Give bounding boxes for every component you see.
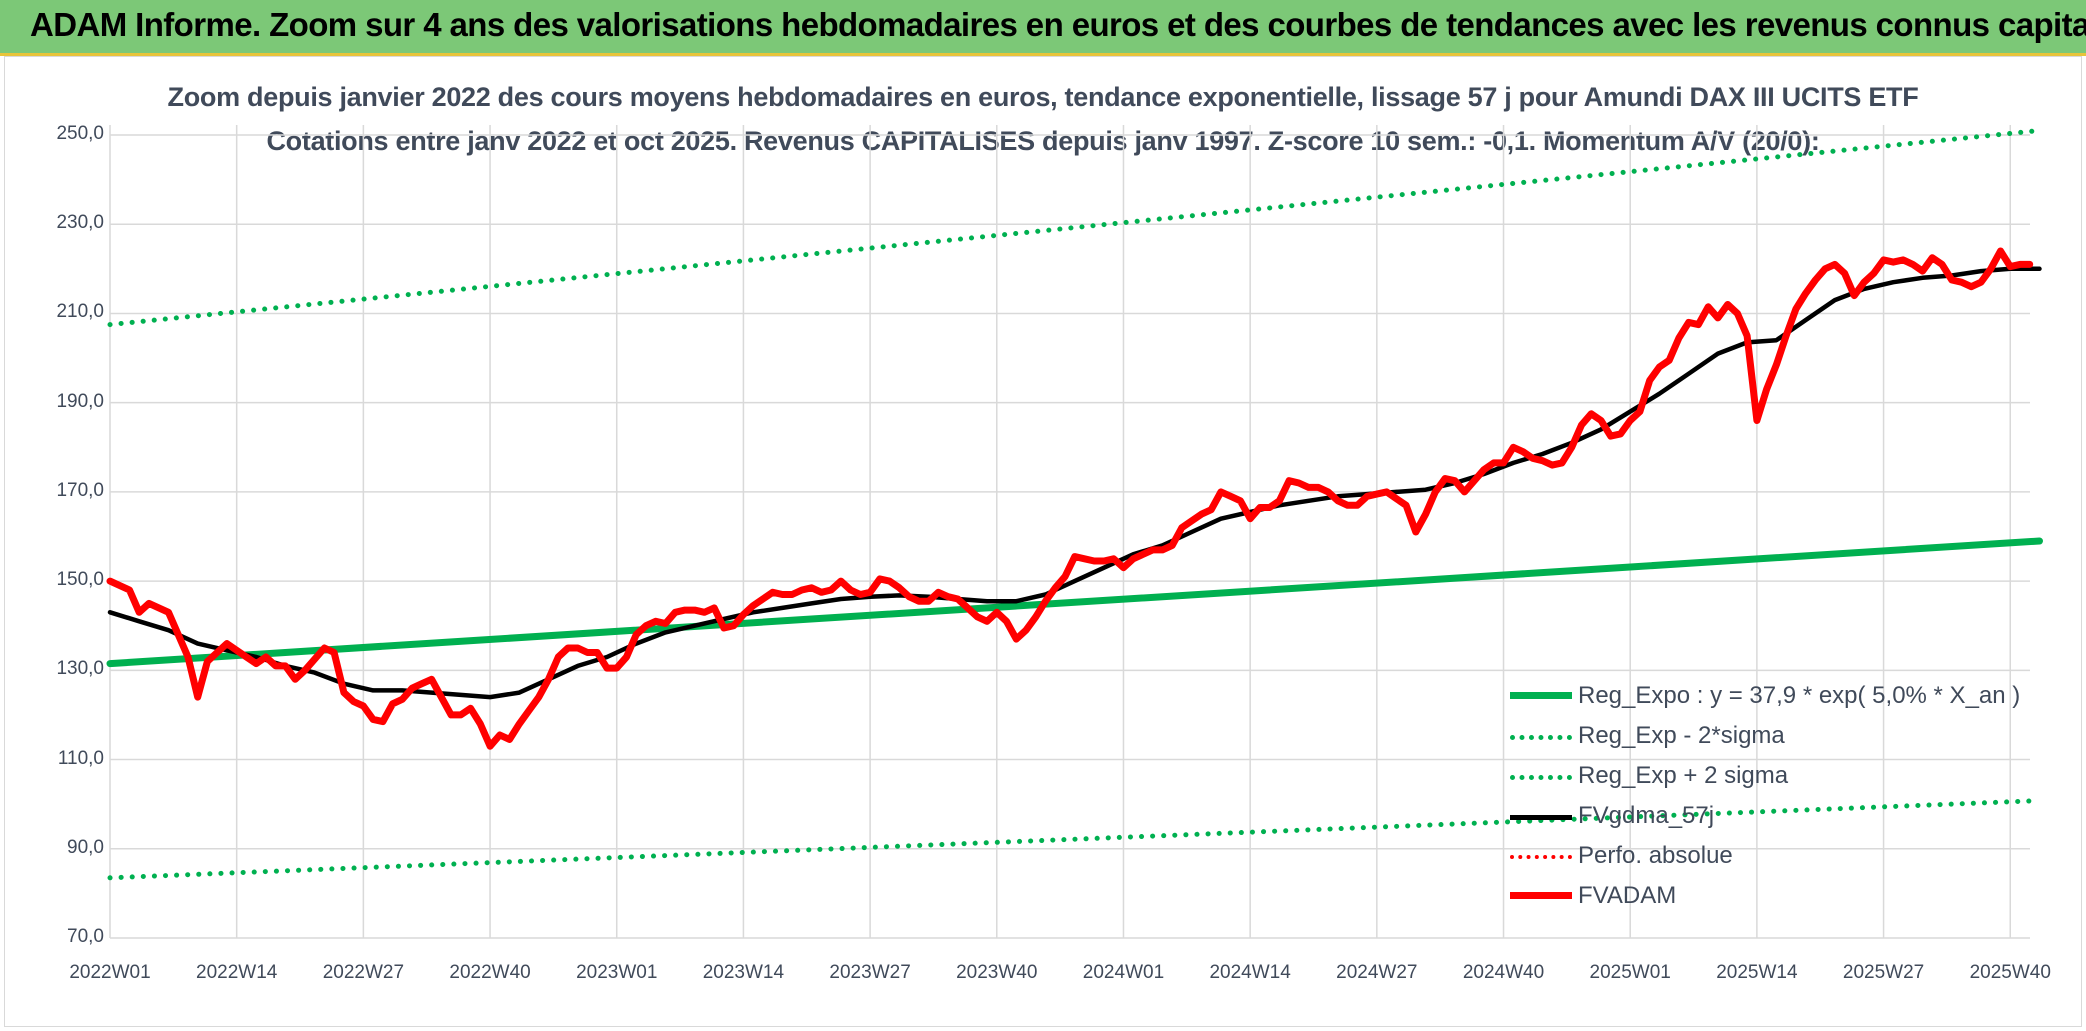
x-tick-label: 2025W01 <box>1589 962 1671 983</box>
y-tick-label: 70,0 <box>67 926 104 947</box>
y-tick-label: 170,0 <box>56 479 104 501</box>
y-tick-label: 110,0 <box>57 747 104 769</box>
legend-label: Reg_Expo : y = 37,9 * exp( 5,0% * X_an ) <box>1578 682 2021 709</box>
x-tick-label: 2022W27 <box>322 962 405 983</box>
fvgdma-line <box>107 266 2042 700</box>
y-tick-label: 150,0 <box>56 569 104 591</box>
x-tick-label: 2023W27 <box>829 962 911 983</box>
chart-area <box>4 56 2082 1027</box>
reg-plus-2sigma-line <box>107 128 2042 328</box>
x-tick-label: 2025W27 <box>1842 962 1925 983</box>
page-title: ADAM Informe. Zoom sur 4 ans des valoris… <box>30 6 2086 43</box>
legend-label: FVgdma_57j <box>1578 802 1715 829</box>
y-tick-label: 130,0 <box>56 658 104 680</box>
x-tick-label: 2022W01 <box>69 962 151 983</box>
x-tick-label: 2024W14 <box>1209 962 1291 983</box>
legend-label: FVADAM <box>1578 882 1677 909</box>
x-tick-label: 2024W01 <box>1082 962 1165 983</box>
x-tick-label: 2024W40 <box>1462 962 1545 983</box>
x-tick-label: 2023W01 <box>576 962 658 983</box>
y-tick-label: 90,0 <box>67 836 104 858</box>
x-tick-label: 2022W40 <box>449 962 531 983</box>
reg-minus-2sigma-line <box>107 798 2042 881</box>
legend-label: Perfo. absolue <box>1578 842 1733 869</box>
x-tick-label: 2023W14 <box>702 962 785 983</box>
x-tick-label: 2024W27 <box>1336 962 1418 983</box>
y-tick-label: 210,0 <box>56 301 104 323</box>
x-tick-label: 2022W14 <box>196 962 278 983</box>
chart-subtitle: Cotations entre janv 2022 et oct 2025. R… <box>266 126 1820 156</box>
x-tick-label: 2025W40 <box>1969 962 2051 983</box>
y-tick-label: 230,0 <box>56 212 104 234</box>
y-tick-label: 250,0 <box>56 123 104 144</box>
y-tick-label: 190,0 <box>56 390 104 412</box>
x-tick-label: 2023W40 <box>956 962 1038 983</box>
legend-label: Reg_Exp + 2 sigma <box>1578 762 1789 789</box>
fvadam-line <box>106 247 2034 750</box>
legend-label: Reg_Exp - 2*sigma <box>1578 722 1785 749</box>
chart-title: Zoom depuis janvier 2022 des cours moyen… <box>167 82 1919 112</box>
reg-expo-line <box>106 537 2043 668</box>
x-tick-label: 2025W14 <box>1716 962 1798 983</box>
header-banner: ADAM Informe. Zoom sur 4 ans des valoris… <box>0 0 2086 56</box>
